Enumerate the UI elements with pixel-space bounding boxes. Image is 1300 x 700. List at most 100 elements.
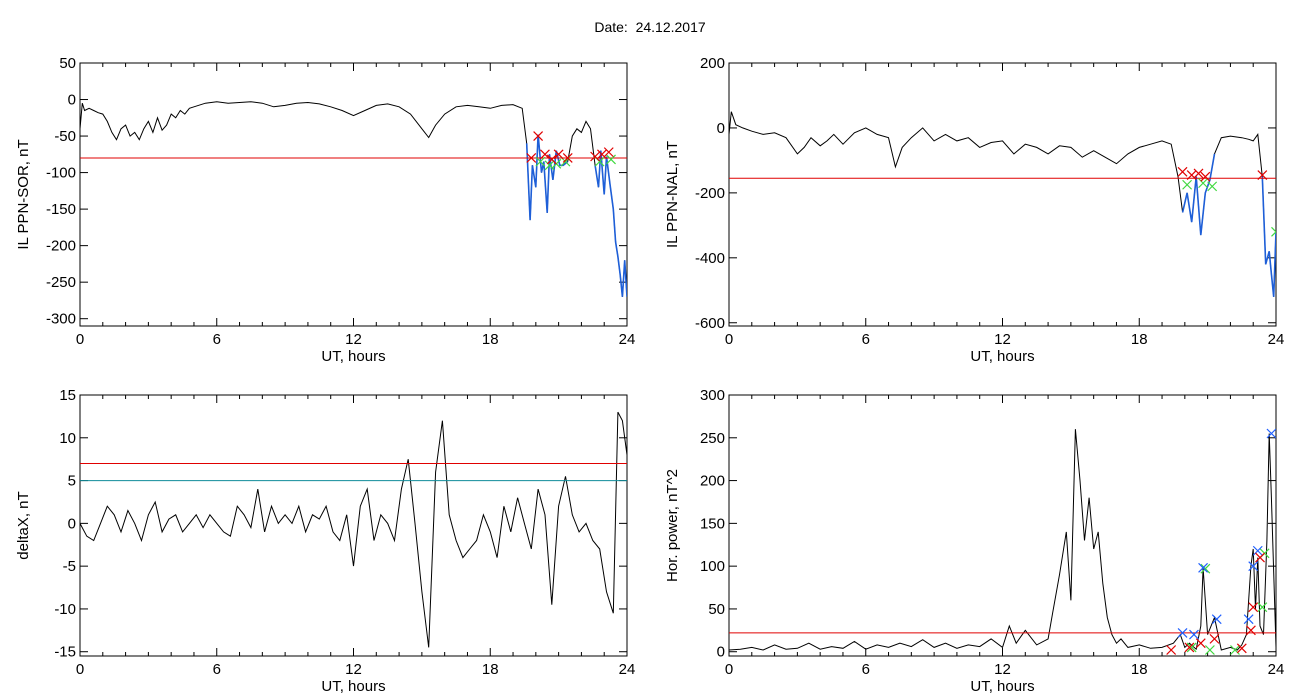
marker-blue-stroke bbox=[1248, 561, 1259, 572]
x-tick-label: 12 bbox=[345, 661, 362, 678]
marker-red bbox=[1257, 170, 1268, 180]
marker-green bbox=[1198, 178, 1208, 189]
series-line bbox=[729, 429, 1276, 651]
marker-green-stroke bbox=[1198, 178, 1208, 189]
marker-red bbox=[597, 149, 607, 160]
x-tick-label: 18 bbox=[482, 661, 499, 678]
marker-red bbox=[1184, 642, 1195, 653]
marker-red-stroke bbox=[1166, 645, 1177, 655]
marker-red bbox=[533, 131, 544, 141]
y-tick-label: -50 bbox=[54, 128, 76, 145]
marker-red bbox=[526, 153, 537, 163]
marker-blue-stroke bbox=[1211, 614, 1222, 625]
marker-green bbox=[1182, 179, 1193, 190]
marker-green-stroke bbox=[594, 156, 605, 167]
y-tick-label: 0 bbox=[717, 644, 725, 661]
x-tick-label: 6 bbox=[862, 331, 870, 348]
x-tick-label: 24 bbox=[1268, 661, 1285, 678]
y-tick-label: -15 bbox=[54, 644, 76, 661]
x-tick-label: 12 bbox=[345, 331, 362, 348]
y-tick-label: 200 bbox=[700, 55, 725, 72]
marker-red-stroke bbox=[546, 154, 557, 165]
marker-red bbox=[1248, 602, 1259, 613]
marker-green bbox=[1257, 602, 1268, 613]
x-tick-label: 6 bbox=[862, 661, 870, 678]
y-axis-title: Hor. power, nT^2 bbox=[664, 469, 681, 582]
y-tick-label: 100 bbox=[700, 558, 725, 575]
x-tick-label: 18 bbox=[1131, 661, 1148, 678]
y-tick-label: -300 bbox=[46, 311, 76, 328]
marker-red-stroke bbox=[540, 149, 550, 160]
y-tick-label: -100 bbox=[46, 165, 76, 182]
y-tick-label: -10 bbox=[54, 601, 76, 618]
y-tick-label: 5 bbox=[68, 473, 76, 490]
marker-red-stroke bbox=[562, 153, 573, 163]
x-axis-title: UT, hours bbox=[970, 678, 1034, 695]
y-axis-title: IL PPN-SOR, nT bbox=[15, 139, 32, 249]
series-line bbox=[80, 101, 627, 297]
marker-blue bbox=[1211, 614, 1222, 625]
marker-red-stroke bbox=[1209, 633, 1220, 644]
marker-red bbox=[1236, 643, 1247, 654]
x-tick-label: 24 bbox=[619, 331, 636, 348]
marker-blue bbox=[1248, 561, 1259, 572]
marker-red-stroke bbox=[1236, 643, 1247, 654]
date-value: 24.12.2017 bbox=[635, 19, 706, 35]
marker-red-stroke bbox=[590, 151, 601, 162]
plot-frame bbox=[728, 394, 1277, 657]
marker-green-stroke bbox=[1271, 226, 1276, 233]
y-tick-label: 200 bbox=[700, 473, 725, 490]
y-tick-label: 300 bbox=[700, 387, 725, 404]
marker-blue-stroke bbox=[1243, 614, 1254, 625]
series-line bbox=[729, 111, 1276, 297]
marker-blue bbox=[1198, 562, 1208, 573]
marker-green bbox=[1200, 563, 1211, 574]
x-axis-title: UT, hours bbox=[321, 348, 385, 365]
marker-red-stroke bbox=[1255, 552, 1265, 563]
x-tick-label: 12 bbox=[994, 661, 1011, 678]
plot-area bbox=[729, 111, 1276, 297]
marker-red bbox=[1200, 171, 1211, 182]
date-label: Date: bbox=[594, 19, 628, 35]
marker-blue-stroke bbox=[1177, 627, 1188, 638]
marker-red bbox=[1209, 633, 1220, 644]
marker-red-stroke bbox=[1184, 642, 1195, 653]
marker-green-stroke bbox=[606, 154, 616, 165]
marker-red bbox=[590, 151, 601, 162]
marker-red-stroke bbox=[1177, 166, 1188, 177]
y-tick-label: 0 bbox=[68, 515, 76, 532]
panel-deltax: 0 6 12 18 24 -15 -10 -5 0 5 10 15 UT, hours deltaX, n… bbox=[15, 387, 635, 695]
marker-red bbox=[1246, 625, 1256, 636]
marker-red bbox=[1195, 638, 1206, 649]
y-axis-title: deltaX, nT bbox=[15, 491, 32, 559]
plot-frame bbox=[79, 394, 628, 657]
x-tick-label: 0 bbox=[725, 661, 733, 678]
y-tick-label: 50 bbox=[708, 601, 725, 618]
marker-red-stroke bbox=[533, 131, 544, 141]
marker-red-stroke bbox=[1195, 638, 1206, 649]
x-axis-title: UT, hours bbox=[321, 678, 385, 695]
y-tick-label: 0 bbox=[68, 92, 76, 109]
marker-green-stroke bbox=[1204, 645, 1215, 655]
x-tick-label: 12 bbox=[994, 331, 1011, 348]
highlight-segment bbox=[594, 150, 627, 297]
marker-blue-stroke bbox=[1189, 629, 1199, 640]
plot-area bbox=[80, 411, 627, 648]
marker-green-stroke bbox=[1200, 563, 1211, 574]
marker-blue bbox=[1266, 428, 1276, 439]
marker-red-stroke bbox=[553, 149, 564, 160]
y-tick-label: -600 bbox=[695, 315, 725, 332]
marker-blue-stroke bbox=[1252, 545, 1263, 556]
y-tick-label: 250 bbox=[700, 430, 725, 447]
marker-red bbox=[562, 153, 573, 163]
x-tick-label: 24 bbox=[619, 661, 636, 678]
y-tick-label: -200 bbox=[46, 238, 76, 255]
figure-title: Date: 24.12.2017 bbox=[0, 19, 1300, 35]
marker-red bbox=[553, 149, 564, 160]
marker-red bbox=[1166, 645, 1177, 655]
plot-frame bbox=[79, 62, 628, 327]
plot-area bbox=[80, 101, 627, 297]
y-tick-label: -250 bbox=[46, 274, 76, 291]
marker-red-stroke bbox=[1257, 170, 1268, 180]
